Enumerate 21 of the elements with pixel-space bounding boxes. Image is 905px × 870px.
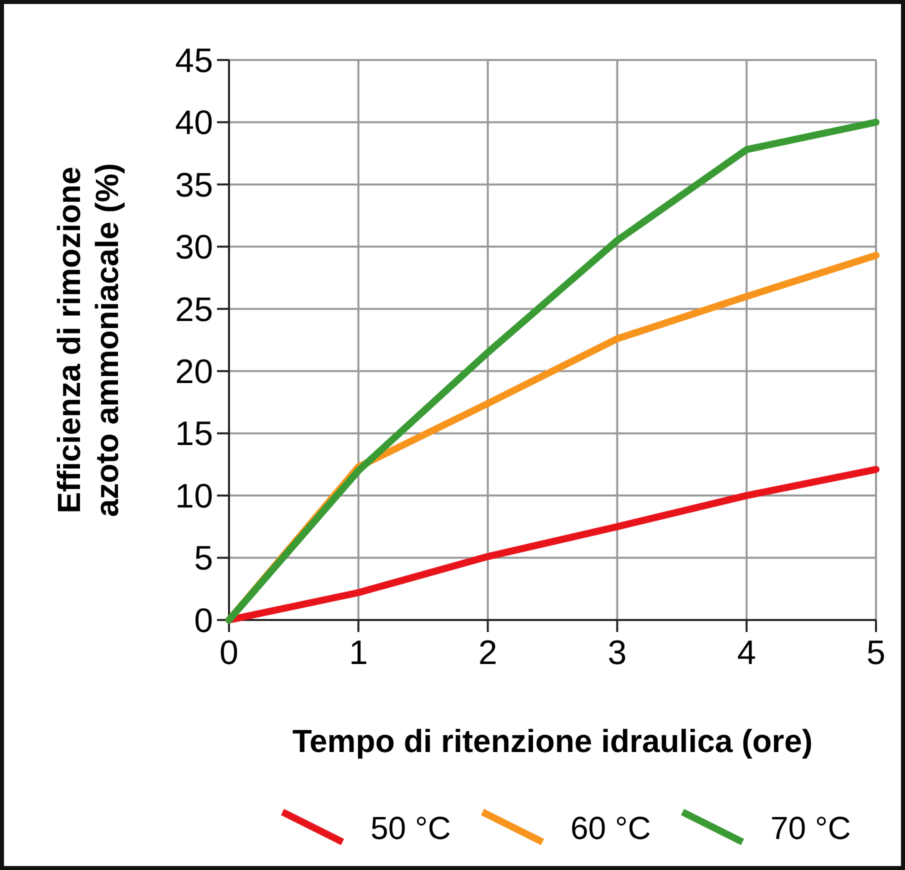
y-tick-label: 20 (175, 353, 213, 392)
y-tick-label: 40 (175, 104, 213, 142)
x-tick-label: 5 (866, 634, 886, 672)
y-tick-label: 10 (175, 477, 213, 516)
y-tick-label: 35 (175, 166, 213, 204)
y-tick-label: 45 (175, 42, 213, 80)
x-tick-label: 2 (478, 634, 498, 672)
y-tick-label: 15 (175, 415, 213, 454)
y-tick-label: 5 (194, 540, 213, 578)
x-axis-title: Tempo di ritenzione idraulica (ore) (292, 723, 813, 759)
x-tick-label: 4 (737, 634, 756, 672)
legend-label: 60 °C (570, 810, 651, 846)
x-tick-label: 3 (608, 634, 627, 672)
y-tick-label: 0 (194, 602, 213, 640)
y-axis-title: Efficienza di rimozione azoto ammoniacale (%) (51, 163, 125, 517)
legend-label: 50 °C (370, 810, 451, 846)
x-tick-label: 0 (220, 634, 238, 672)
legend-label: 70 °C (770, 810, 851, 846)
y-tick-label: 30 (175, 228, 213, 267)
y-tick-label: 25 (175, 290, 213, 329)
x-tick-label: 1 (348, 634, 368, 672)
